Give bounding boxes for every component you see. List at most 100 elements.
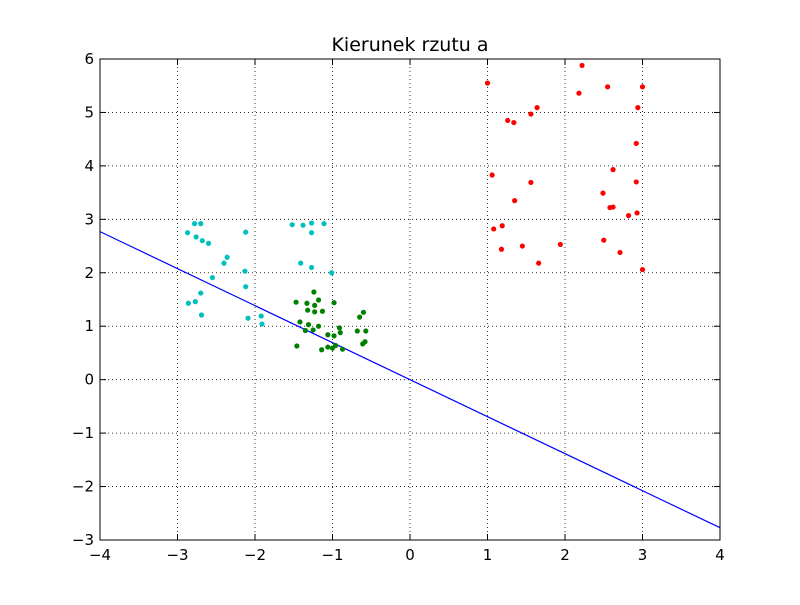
data-point-series-3: [339, 346, 346, 352]
data-point-series-1: [528, 179, 534, 186]
data-point-series-2: [209, 274, 215, 281]
x-tick-label: 2: [560, 546, 570, 564]
chart-title: Kierunek rzutu a: [331, 34, 489, 56]
data-point-series-2: [308, 264, 315, 271]
data-point-series-3: [319, 308, 326, 314]
data-point-series-1: [607, 204, 613, 211]
y-tick-label: 6: [84, 50, 94, 68]
data-point-series-1: [625, 212, 632, 219]
data-point-series-3: [319, 347, 325, 353]
data-point-series-3: [362, 339, 368, 345]
data-point-series-2: [205, 240, 212, 246]
data-point-series-3: [331, 333, 337, 339]
data-point-series-1: [498, 246, 505, 252]
data-point-series-2: [198, 290, 204, 296]
data-point-series-1: [610, 167, 616, 173]
data-point-series-1: [633, 179, 639, 185]
data-point-series-3: [315, 323, 322, 329]
data-point-series-3: [357, 314, 363, 320]
data-point-series-2: [199, 238, 205, 244]
x-tick-label: 4: [715, 546, 725, 564]
data-point-series-2: [258, 313, 264, 319]
data-point-series-2: [192, 299, 198, 305]
data-point-series-2: [221, 260, 227, 266]
data-point-series-1: [639, 84, 646, 90]
data-point-series-1: [635, 105, 641, 111]
data-point-series-1: [605, 84, 611, 90]
data-point-series-2: [308, 220, 315, 226]
x-tick-label: −4: [89, 546, 111, 564]
data-point-series-3: [325, 344, 331, 350]
data-point-series-3: [354, 328, 360, 334]
data-point-series-3: [302, 327, 308, 334]
data-point-series-1: [491, 226, 497, 232]
data-point-series-3: [315, 297, 322, 303]
x-tick-label: 1: [483, 546, 493, 564]
data-point-series-3: [293, 299, 299, 305]
data-point-series-2: [242, 268, 248, 274]
y-tick-label: 5: [84, 103, 94, 121]
data-point-series-3: [363, 328, 369, 334]
y-tick-label: −1: [72, 424, 94, 442]
data-point-series-3: [312, 302, 318, 308]
data-point-series-1: [536, 260, 542, 266]
data-point-series-3: [305, 307, 311, 313]
data-point-series-3: [331, 300, 337, 306]
data-point-series-2: [329, 270, 335, 276]
data-point-series-3: [312, 309, 318, 315]
data-point-series-3: [305, 322, 312, 328]
data-point-series-3: [311, 289, 317, 295]
data-point-series-1: [505, 117, 511, 124]
y-tick-label: 3: [84, 210, 94, 228]
data-point-series-1: [512, 198, 518, 204]
data-point-series-3: [294, 343, 300, 349]
y-tick-label: 0: [84, 371, 94, 389]
y-tick-label: −3: [72, 531, 94, 549]
data-point-series-2: [308, 230, 315, 236]
data-point-series-3: [325, 332, 331, 338]
data-point-series-1: [634, 210, 640, 216]
data-point-series-3: [337, 330, 343, 336]
y-tick-label: 2: [84, 264, 94, 282]
data-point-series-1: [579, 62, 585, 69]
data-point-series-3: [360, 309, 367, 315]
grid: [100, 59, 720, 540]
data-point-series-3: [336, 325, 343, 331]
data-point-series-2: [224, 254, 230, 260]
projection-line-layer: [99, 231, 721, 529]
data-point-series-1: [484, 80, 491, 86]
data-point-series-3: [304, 300, 310, 306]
data-point-series-2: [191, 221, 198, 227]
x-tick-label: −2: [244, 546, 266, 564]
data-point-series-1: [639, 266, 646, 273]
data-point-series-2: [185, 300, 191, 306]
points-layer: [184, 62, 646, 353]
data-point-series-1: [557, 241, 563, 248]
data-point-series-1: [576, 90, 582, 96]
data-point-series-2: [243, 284, 249, 290]
data-point-series-1: [633, 140, 639, 147]
y-tick-label: −2: [72, 478, 94, 496]
data-point-series-1: [600, 190, 606, 196]
data-point-series-1: [601, 237, 607, 243]
data-point-series-1: [617, 249, 623, 256]
x-tick-label: −3: [166, 546, 188, 564]
data-point-series-2: [298, 260, 304, 266]
data-point-series-1: [499, 223, 505, 229]
data-point-series-1: [519, 243, 525, 249]
data-point-series-2: [198, 312, 205, 318]
x-tick-label: 0: [405, 546, 415, 564]
data-point-series-1: [528, 111, 534, 117]
data-point-series-2: [259, 321, 265, 327]
data-point-series-3: [297, 319, 303, 325]
projection-line: [99, 231, 721, 529]
data-point-series-2: [289, 222, 295, 228]
x-tick-label: 3: [638, 546, 648, 564]
data-point-series-3: [310, 327, 316, 333]
data-point-series-2: [193, 234, 199, 240]
data-point-series-1: [511, 119, 517, 126]
data-point-series-2: [300, 222, 306, 228]
